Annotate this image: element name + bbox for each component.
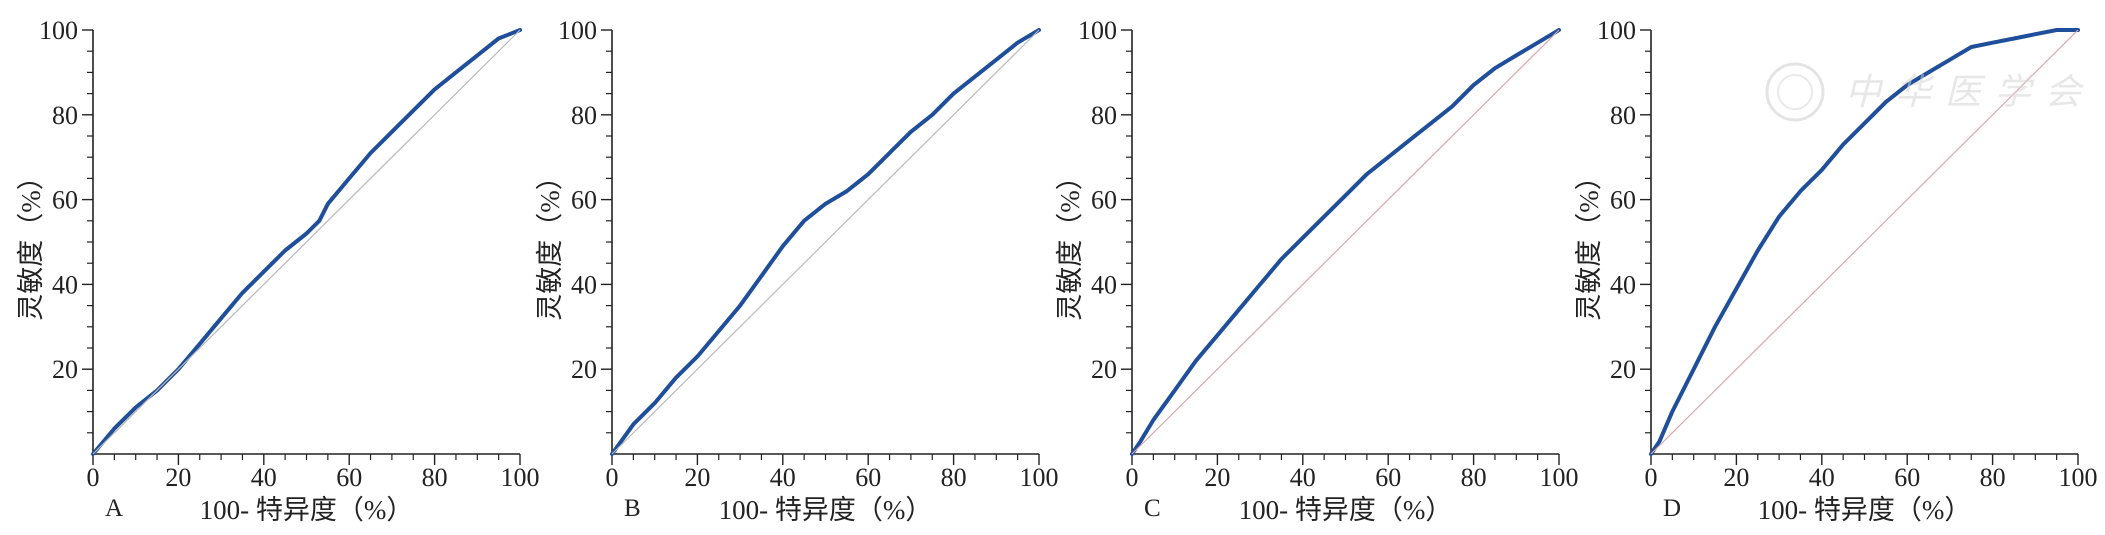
y-tick-label: 80 — [571, 101, 597, 130]
x-tick-label: 80 — [1980, 463, 2006, 492]
y-tick-label: 20 — [571, 355, 597, 384]
y-tick-label: 80 — [1091, 101, 1117, 130]
panel-label: B — [624, 495, 641, 522]
x-axis-title: 100- 特异度（%） — [1239, 495, 1453, 525]
watermark-text: 中华医学会 — [1845, 72, 2095, 112]
y-tick-label: 60 — [1091, 186, 1117, 215]
x-axis-title: 100- 特异度（%） — [719, 495, 933, 525]
x-tick-label: 40 — [1290, 463, 1316, 492]
y-tick-label: 40 — [1091, 270, 1117, 299]
roc-panel-b: 0 20 40 60 80 100 20 40 60 80 100 B 100- 特异度（%） 灵敏度（%… — [535, 16, 1059, 525]
roc-curve — [610, 28, 1041, 456]
y-tick-label: 80 — [1610, 101, 1636, 130]
y-tick-label: 100 — [1078, 16, 1117, 45]
watermark: 中华医学会 — [1765, 62, 2095, 122]
x-tick-label: 0 — [1126, 463, 1139, 492]
y-tick-label: 80 — [52, 101, 78, 130]
x-tick-label: 100 — [1020, 463, 1059, 492]
chart-panels: 0 20 40 60 80 100 20 40 60 80 100 A 100- 特异度（%） 灵敏度（%… — [16, 16, 2098, 525]
x-tick-label: 60 — [336, 463, 362, 492]
x-tick-label: 40 — [770, 463, 796, 492]
x-tick-label: 80 — [422, 463, 448, 492]
y-tick-label: 100 — [558, 16, 597, 45]
y-tick-label: 40 — [571, 270, 597, 299]
roc-curve — [1649, 28, 2080, 456]
x-tick-label: 100 — [501, 463, 540, 492]
panel-label: D — [1663, 495, 1681, 522]
y-tick-label: 60 — [571, 186, 597, 215]
panel-label: A — [105, 495, 123, 522]
x-tick-label: 20 — [684, 463, 710, 492]
x-tick-label: 20 — [1723, 463, 1749, 492]
roc-panel-d: 0 20 40 60 80 100 20 40 60 80 100 D 100- 特异度（%） 灵敏度（%… — [1574, 16, 2098, 525]
y-tick-label: 20 — [1091, 355, 1117, 384]
roc-curve — [1130, 28, 1561, 456]
roc-panel-c: 0 20 40 60 80 100 20 40 60 80 100 C 100- 特异度（%） 灵敏度（%… — [1055, 16, 1579, 525]
x-tick-label: 100 — [1540, 463, 1579, 492]
x-tick-label: 60 — [855, 463, 881, 492]
y-tick-label: 100 — [1597, 16, 1636, 45]
roc-panel-a: 0 20 40 60 80 100 20 40 60 80 100 A 100- 特异度（%） 灵敏度（%… — [16, 16, 540, 525]
panel-label: C — [1144, 495, 1161, 522]
y-axis-title: 灵敏度（%） — [535, 163, 565, 321]
y-axis-title: 灵敏度（%） — [16, 163, 46, 321]
x-tick-label: 80 — [1461, 463, 1487, 492]
y-tick-label: 20 — [52, 355, 78, 384]
x-tick-label: 100 — [2059, 463, 2098, 492]
x-tick-label: 0 — [606, 463, 619, 492]
y-tick-label: 60 — [1610, 186, 1636, 215]
y-tick-label: 40 — [52, 270, 78, 299]
watermark-seal-icon — [1765, 62, 1825, 122]
reference-diagonal-line — [92, 29, 521, 455]
y-tick-label: 40 — [1610, 270, 1636, 299]
x-tick-label: 0 — [1645, 463, 1658, 492]
x-tick-label: 20 — [1204, 463, 1230, 492]
x-axis-title: 100- 特异度（%） — [200, 495, 414, 525]
y-axis-title: 灵敏度（%） — [1574, 163, 1604, 321]
x-tick-label: 40 — [251, 463, 277, 492]
y-tick-label: 60 — [52, 186, 78, 215]
reference-diagonal-line — [1131, 29, 1560, 455]
x-tick-label: 0 — [87, 463, 100, 492]
watermark-seal-inner-icon — [1777, 74, 1813, 110]
y-axis-title: 灵敏度（%） — [1055, 163, 1085, 321]
x-tick-label: 60 — [1894, 463, 1920, 492]
y-tick-label: 20 — [1610, 355, 1636, 384]
reference-diagonal-line — [1650, 29, 2079, 455]
x-tick-label: 40 — [1809, 463, 1835, 492]
reference-diagonal-line — [611, 29, 1040, 455]
x-axis-title: 100- 特异度（%） — [1758, 495, 1972, 525]
y-tick-label: 100 — [39, 16, 78, 45]
x-tick-label: 60 — [1375, 463, 1401, 492]
x-tick-label: 80 — [941, 463, 967, 492]
x-tick-label: 20 — [165, 463, 191, 492]
